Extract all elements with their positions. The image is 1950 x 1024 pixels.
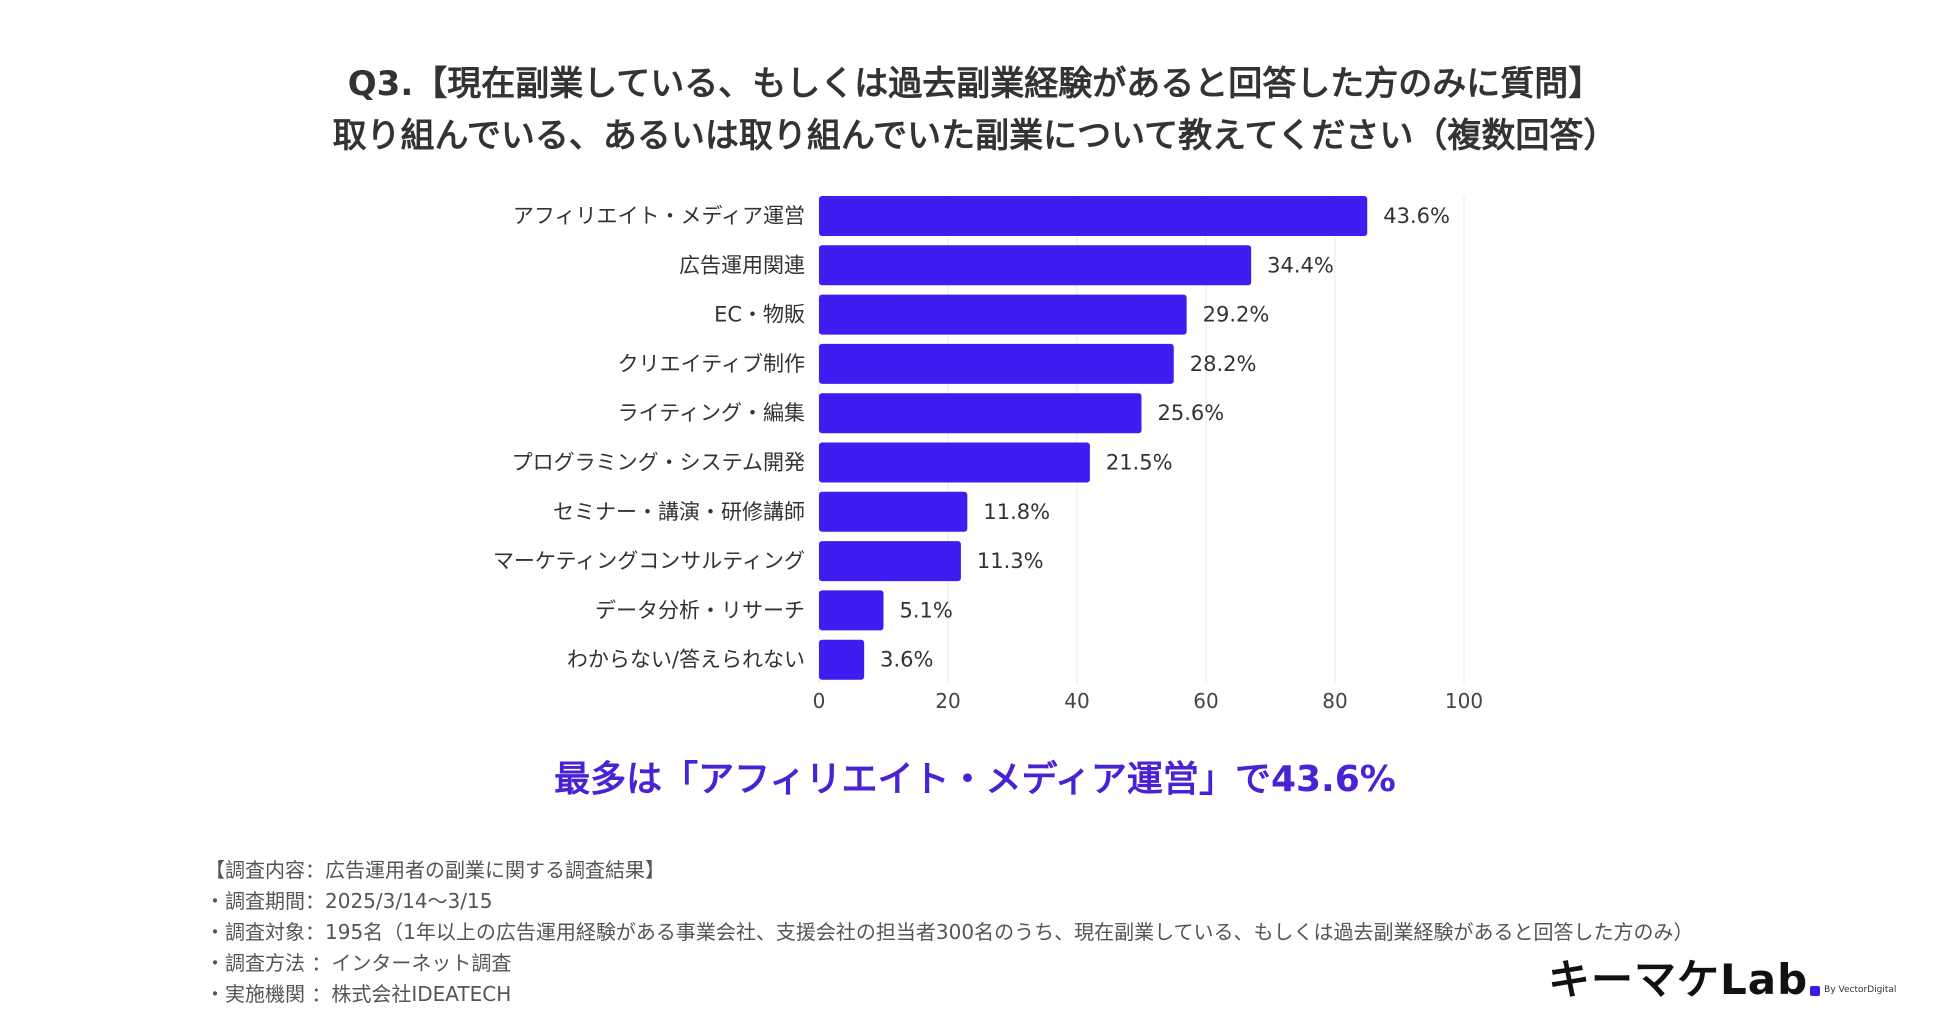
logo-byline: By VectorDigital [1824,985,1897,995]
title-line-1: Q3.【現在副業している、もしくは過去副業経験があると回答した方のみに質問】 [347,64,1603,104]
headline-highlight: アフィリエイト・メディア運営 [698,759,1199,800]
data-label: 11.3% [977,549,1044,573]
data-label: 43.6% [1383,204,1450,228]
data-label: 5.1% [900,598,953,622]
category-label: データ分析・リサーチ [595,598,805,622]
note-line: ・調査対象：195名（1年以上の広告運用経験がある事業会社、支援会社の担当者30… [205,920,1694,944]
category-label: アフィリエイト・メディア運営 [513,204,805,228]
data-label: 34.4% [1267,253,1334,277]
data-label: 25.6% [1158,401,1225,425]
category-label: ライティング・編集 [618,401,805,425]
note-line: ・実施機関 ：株式会社IDEATECH [205,982,512,1006]
data-label: 11.8% [983,500,1050,524]
bar [819,393,1142,434]
survey-notes: 【調査内容：広告運用者の副業に関する調査結果】 ・調査期間：2025/3/14〜… [205,855,1693,1010]
headline-prefix: 最多は「 [554,759,699,800]
title-line-2: 取り組んでいる、あるいは取り組んでいた副業について教えてください（複数回答） [332,116,1618,156]
category-label: セミナー・講演・研修講師 [553,500,805,524]
logo-dot-icon [1810,986,1821,996]
x-tick-label: 0 [813,689,826,713]
brand-logo: キーマケLab By VectorDigital [1548,958,1896,1002]
note-line: ・調査方法 ：インターネット調査 [205,951,512,975]
chart-title: Q3.【現在副業している、もしくは過去副業経験があると回答した方のみに質問】 取… [0,58,1950,162]
bar [819,491,968,532]
data-label: 21.5% [1106,451,1173,475]
note-line: 【調査内容：広告運用者の副業に関する調査結果】 [205,858,665,882]
bar [819,590,884,631]
x-tick-label: 20 [935,689,960,713]
x-tick-label: 60 [1193,689,1218,713]
category-label: わからない/答えられない [567,648,805,672]
data-label: 28.2% [1190,352,1257,376]
headline-suffix: 」で43.6% [1198,759,1396,800]
bar [819,343,1174,384]
bar [819,541,961,582]
x-tick-label: 100 [1445,689,1483,713]
category-label: EC・物販 [714,303,805,327]
category-label: マーケティングコンサルティング [493,549,805,573]
x-tick-label: 40 [1064,689,1089,713]
category-label: 広告運用関連 [679,253,805,277]
category-label: クリエイティブ制作 [618,352,805,376]
logo-text: キーマケLab [1548,955,1809,1004]
x-tick-label: 80 [1322,689,1347,713]
bar [819,294,1187,335]
category-label: プログラミング・システム開発 [512,451,805,475]
bar [819,196,1368,236]
note-line: ・調査期間：2025/3/14〜3/15 [205,889,493,913]
bar [819,639,865,680]
bar [819,442,1090,483]
headline: 最多は「アフィリエイト・メディア運営」で43.6% [0,750,1950,802]
bar-chart: 0 20 40 60 80 100 アフィリエイト・メディア運営 43.6% 広告運用関連 34.… [493,195,1483,713]
data-label: 29.2% [1203,303,1270,327]
bar [819,245,1252,286]
data-label: 3.6% [880,648,933,672]
